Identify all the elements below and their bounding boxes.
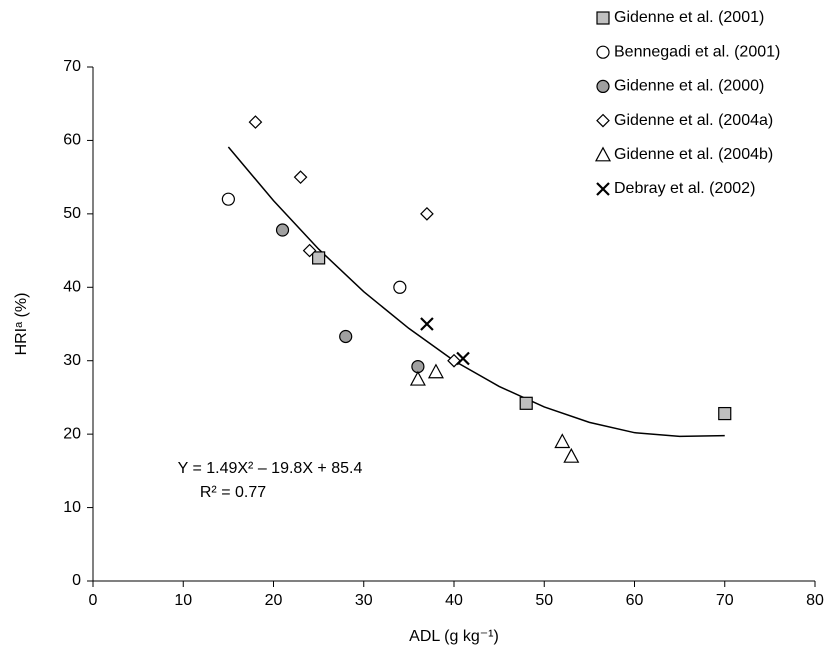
legend-label: Gidenne et al. (2001) <box>614 9 764 26</box>
point <box>427 363 444 379</box>
point <box>275 223 290 237</box>
x-tick-label: 20 <box>265 592 283 609</box>
y-tick-label: 20 <box>63 425 81 442</box>
y-axis-label: HRIᵃ (%) <box>13 293 30 356</box>
y-tick-label: 40 <box>63 279 81 296</box>
point <box>393 280 407 294</box>
y-tick-label: 30 <box>63 352 81 369</box>
point <box>596 182 610 196</box>
point <box>339 329 353 344</box>
x-tick-label: 50 <box>535 592 553 609</box>
point <box>293 170 308 184</box>
point <box>447 353 461 368</box>
y-tick-label: 0 <box>72 572 81 589</box>
legend-label: Debray et al. (2002) <box>614 180 755 197</box>
point <box>248 115 263 129</box>
point <box>596 113 610 128</box>
point <box>596 45 610 59</box>
trendline <box>227 146 725 438</box>
x-tick-label: 70 <box>716 592 734 609</box>
point <box>312 251 326 265</box>
annotation: R² = 0.77 <box>200 484 266 501</box>
x-tick-label: 80 <box>806 592 824 609</box>
y-tick-label: 50 <box>63 205 81 222</box>
point <box>221 192 235 206</box>
point <box>420 207 434 221</box>
legend-label: Gidenne et al. (2004a) <box>614 112 773 129</box>
point <box>596 11 610 25</box>
point <box>409 370 426 386</box>
point <box>594 146 612 162</box>
x-tick-label: 60 <box>626 592 644 609</box>
point <box>420 317 434 331</box>
y-tick-label: 10 <box>63 499 81 516</box>
x-tick-label: 0 <box>89 592 98 609</box>
point <box>519 396 533 410</box>
point <box>596 79 610 94</box>
y-tick-label: 60 <box>63 132 81 149</box>
point <box>411 359 425 374</box>
legend-label: Gidenne et al. (2004b) <box>614 146 773 163</box>
x-axis-label: ADL (g kg⁻¹) <box>409 628 499 645</box>
point <box>456 351 470 366</box>
point <box>718 406 732 421</box>
x-tick-label: 10 <box>174 592 192 609</box>
point <box>302 243 317 258</box>
annotation: Y = 1.49X² – 19.8X + 85.4 <box>178 460 363 477</box>
legend-label: Gidenne et al. (2000) <box>614 78 764 95</box>
x-tick-label: 30 <box>355 592 373 609</box>
y-tick-label: 70 <box>63 58 81 75</box>
point <box>563 447 580 463</box>
point <box>554 433 571 449</box>
legend-label: Bennegadi et al. (2001) <box>614 43 780 60</box>
x-tick-label: 40 <box>445 592 463 609</box>
